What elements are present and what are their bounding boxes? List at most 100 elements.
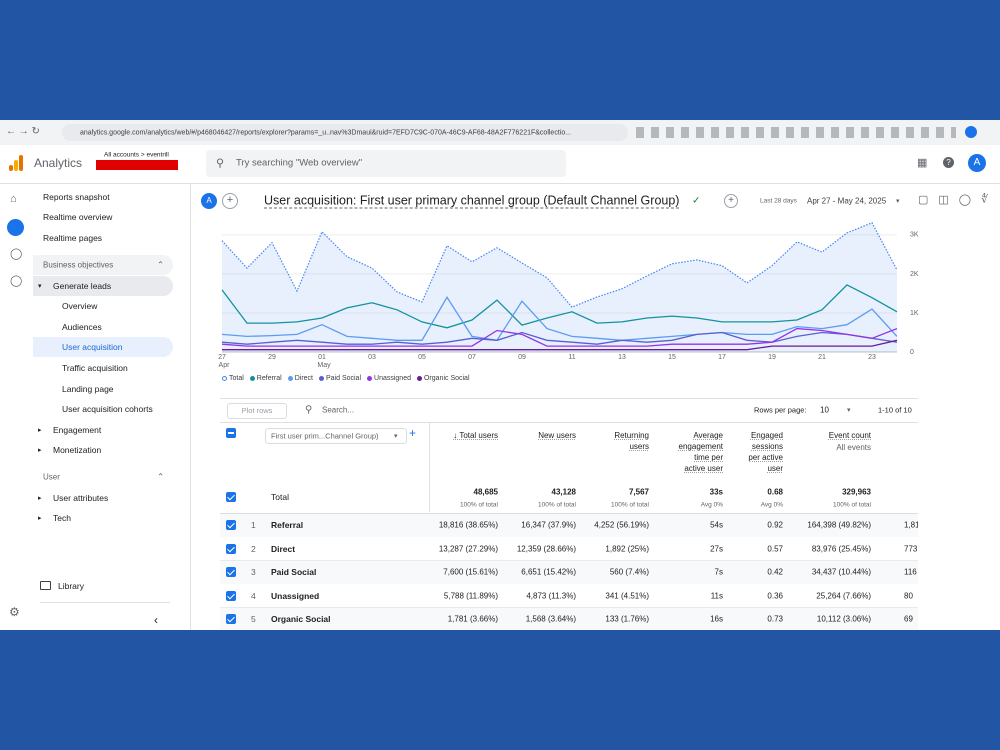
table-search[interactable]: Search... bbox=[322, 405, 355, 415]
reports-icon[interactable] bbox=[7, 219, 24, 236]
cell: 12,359 (28.66%) bbox=[516, 544, 576, 553]
settings-icon[interactable]: ⚙ bbox=[9, 605, 20, 619]
nav-item-selected[interactable]: User acquisition bbox=[62, 342, 123, 352]
nav-section[interactable]: User bbox=[43, 472, 60, 482]
column-header[interactable]: ↓ Total users bbox=[453, 431, 498, 440]
nav-group[interactable]: Engagement bbox=[53, 425, 102, 435]
cell: 0.42 bbox=[767, 567, 783, 577]
collapse-sidebar[interactable]: ‹ bbox=[154, 613, 158, 627]
divider bbox=[40, 602, 170, 603]
report-actions[interactable]: ▢◫◯∜ bbox=[918, 194, 999, 206]
nav-group[interactable]: Monetization bbox=[53, 445, 102, 455]
row-label: Direct bbox=[271, 543, 296, 554]
cell: 16,347 (37.9%) bbox=[521, 520, 576, 530]
advertising-icon[interactable]: ◯ bbox=[10, 275, 23, 287]
checkbox[interactable] bbox=[226, 590, 236, 601]
cell: 13,287 (27.29%) bbox=[438, 544, 498, 553]
app-name: Analytics bbox=[34, 156, 83, 170]
apps-icon[interactable]: ▦ bbox=[917, 157, 928, 169]
help-icon[interactable]: ? bbox=[943, 157, 954, 168]
column-header[interactable]: Event count bbox=[828, 431, 871, 440]
report-title[interactable]: User acquisition: First user primary cha… bbox=[264, 193, 680, 209]
row-bg bbox=[220, 607, 918, 630]
extensions[interactable] bbox=[636, 127, 956, 138]
nav-item[interactable]: Reports snapshot bbox=[43, 192, 110, 202]
comparison-avatar[interactable]: A bbox=[201, 193, 217, 209]
nav-item[interactable]: Realtime overview bbox=[43, 212, 113, 222]
account[interactable]: All accounts > eventrill bbox=[104, 151, 169, 159]
page-size-dropdown[interactable]: ▾ bbox=[847, 407, 851, 414]
column-subheader[interactable]: All events bbox=[836, 443, 871, 452]
select-all[interactable] bbox=[226, 428, 236, 438]
collapse-icon[interactable]: ⌃ bbox=[157, 259, 165, 270]
series-line bbox=[221, 331, 898, 345]
add-button[interactable]: + bbox=[724, 194, 738, 208]
expand-arrow[interactable]: ▾ bbox=[38, 283, 42, 290]
checkbox[interactable] bbox=[226, 543, 236, 554]
profile-icon[interactable] bbox=[965, 126, 977, 138]
page-size[interactable]: 10 bbox=[820, 405, 829, 415]
cell: 1,568 (3.64%) bbox=[525, 614, 576, 624]
dropdown-arrow: ▾ bbox=[394, 433, 398, 440]
address-bar[interactable]: analytics.google.com/analytics/web/#/p46… bbox=[62, 124, 628, 141]
nav-item[interactable]: Overview bbox=[62, 301, 98, 311]
legend-item[interactable]: Unassigned bbox=[367, 375, 411, 382]
legend-item[interactable]: Direct bbox=[287, 375, 313, 382]
search-box[interactable]: ⚲ Try searching "Web overview" bbox=[206, 150, 566, 177]
home-icon[interactable]: ⌂ bbox=[10, 193, 17, 205]
date-dropdown[interactable]: ▾ bbox=[896, 198, 900, 205]
nav-buttons[interactable]: ← → ↻ bbox=[6, 126, 40, 137]
legend-item[interactable]: Organic Social bbox=[416, 375, 470, 382]
nav-item[interactable]: Landing page bbox=[62, 384, 114, 394]
cell: 34,437 (10.44%) bbox=[811, 567, 871, 577]
total-value: 48,685 bbox=[473, 487, 498, 497]
checkbox[interactable] bbox=[226, 492, 236, 502]
cell: 1,814.( bbox=[904, 520, 929, 530]
nav-item[interactable]: Audiences bbox=[62, 322, 102, 332]
nav-item[interactable]: Traffic acquisition bbox=[62, 363, 128, 373]
search-placeholder: Try searching "Web overview" bbox=[236, 157, 363, 169]
dimension-selector[interactable]: First user prim...Channel Group) ▾ bbox=[265, 428, 407, 444]
column-header[interactable]: New users bbox=[538, 431, 576, 440]
expand-arrow[interactable]: ▸ bbox=[38, 495, 42, 502]
legend-swatch bbox=[318, 376, 324, 381]
date-range[interactable]: Apr 27 - May 24, 2025 bbox=[807, 196, 887, 206]
checkbox[interactable] bbox=[226, 567, 236, 577]
cell: 341 (4.51%) bbox=[605, 591, 649, 600]
expand-arrow[interactable]: ▸ bbox=[38, 447, 42, 454]
checkbox[interactable] bbox=[226, 520, 236, 530]
legend-item[interactable]: Referral bbox=[249, 375, 282, 382]
column-header[interactable]: Engaged sessions per active user bbox=[748, 431, 783, 473]
checkbox[interactable] bbox=[226, 614, 236, 624]
nav-item[interactable]: Library bbox=[58, 581, 84, 591]
plot-rows-button[interactable]: Plot rows bbox=[227, 403, 287, 419]
nav-section[interactable]: Business objectives bbox=[43, 260, 114, 270]
explore-icon[interactable]: ◯ bbox=[10, 248, 23, 260]
row-bg bbox=[220, 513, 918, 538]
nav-item[interactable]: Realtime pages bbox=[43, 233, 103, 243]
total-note: 100% of total bbox=[833, 501, 871, 509]
avatar[interactable]: A bbox=[968, 154, 986, 172]
add-dimension[interactable]: + bbox=[409, 426, 417, 440]
folder-icon bbox=[40, 581, 51, 590]
nav-group[interactable]: Generate leads bbox=[53, 281, 112, 291]
rows-per-page-label: Rows per page: bbox=[754, 405, 807, 415]
legend-item[interactable]: Paid Social bbox=[318, 375, 361, 382]
nav-item[interactable]: User acquisition cohorts bbox=[62, 404, 153, 414]
cell: 25,264 (7.66%) bbox=[816, 591, 871, 600]
cell: 80 bbox=[904, 591, 913, 600]
cell: 5,788 (11.89%) bbox=[443, 591, 498, 600]
expand-arrow[interactable]: ▸ bbox=[38, 427, 42, 434]
add-comparison[interactable]: + bbox=[222, 193, 238, 209]
nav-group[interactable]: Tech bbox=[53, 513, 71, 523]
dimension-label: First user prim...Channel Group) bbox=[271, 431, 379, 441]
legend-item[interactable]: Total bbox=[222, 375, 244, 382]
column-header[interactable]: Average engagement time per active user bbox=[678, 431, 723, 473]
nav-group[interactable]: User attributes bbox=[53, 493, 109, 503]
expand-arrow[interactable]: ▸ bbox=[38, 515, 42, 522]
legend-swatch bbox=[416, 376, 422, 381]
column-header[interactable]: Returning users bbox=[614, 431, 649, 451]
legend-label: Total bbox=[229, 375, 244, 382]
row-bg bbox=[220, 584, 918, 608]
collapse-icon[interactable]: ⌃ bbox=[157, 471, 165, 482]
